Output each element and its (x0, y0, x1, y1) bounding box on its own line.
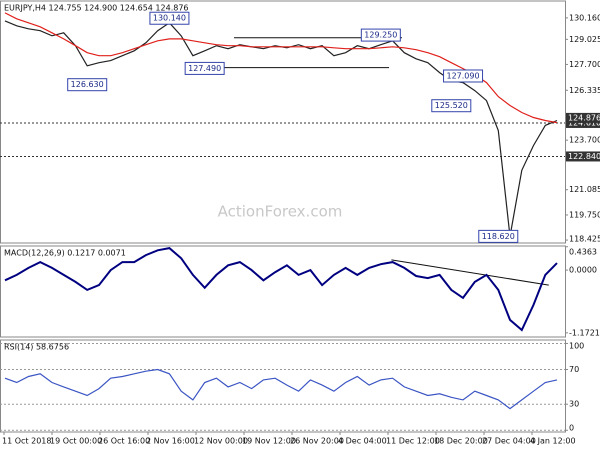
panel-title: MACD(12,26,9) 0.1217 0.0071 (4, 249, 126, 258)
y-tick-label: 0.4363 (569, 248, 597, 257)
panel-frame (0, 0, 566, 244)
annotation-label: 129.250 (364, 31, 397, 40)
y-tick-label: 126.335 (569, 86, 600, 95)
y-tick-label: 0.0000 (569, 266, 597, 275)
x-tick-label: 11 Oct 2018 (2, 437, 51, 446)
y-tick-label: 118.425 (569, 235, 600, 244)
annotation-box (184, 61, 225, 75)
x-tick-label: 27 Dec 04:00 (482, 437, 536, 446)
annotation-box (149, 11, 190, 25)
series-line (4, 368, 558, 410)
y-tick-label: 123.700 (569, 136, 600, 145)
annotation-box (443, 69, 484, 83)
annotation-label: 130.140 (153, 14, 186, 23)
annotation-label: 118.620 (482, 232, 515, 241)
watermark: ActionForex.com (218, 203, 343, 221)
x-tick-label: 18 Dec 20:00 (434, 437, 488, 446)
annotation-box (67, 78, 108, 92)
last-price-label: 124.876 (568, 113, 600, 122)
x-tick-label: 19 Oct 00:00 (50, 437, 102, 446)
last-price-box (566, 112, 600, 123)
y-tick-label: 119.750 (569, 210, 600, 219)
y-tick-label: 130.160 (569, 13, 600, 22)
annotation-box (478, 229, 519, 243)
x-tick-label: 4 Dec 04:00 (338, 437, 387, 446)
annotation-label: 127.090 (446, 71, 479, 80)
trend-line (391, 259, 549, 286)
level-label: 124.610 (568, 118, 600, 127)
level-label-box (566, 117, 600, 128)
y-tick-label: 0 (569, 424, 574, 433)
x-tick-label: 11 Dec 12:00 (386, 437, 440, 446)
y-tick-label: -1.1721 (569, 328, 600, 337)
x-tick-label: 26 Nov 20:00 (290, 437, 344, 446)
annotation-box (360, 28, 401, 42)
panel-frame (0, 339, 566, 433)
y-tick-label: 127.700 (569, 60, 600, 69)
x-tick-label: 26 Oct 16:00 (98, 437, 150, 446)
y-tick-label: 30 (569, 400, 579, 409)
annotation-label: 127.490 (188, 64, 221, 73)
x-tick-label: 12 Nov 00:00 (194, 437, 248, 446)
y-tick-label: 70 (569, 365, 579, 374)
y-tick-label: 129.025 (569, 35, 600, 44)
annotation-label: 126.630 (71, 80, 104, 89)
y-tick-label: 121.085 (569, 185, 600, 194)
annotation-label: 125.520 (435, 101, 468, 110)
level-label-box (566, 151, 600, 162)
level-label: 122.840 (568, 152, 600, 161)
panel-title: RSI(14) 58.6756 (4, 343, 69, 352)
panel-title: EURJPY,H4 124.755 124.900 124.654 124.87… (4, 4, 189, 13)
x-tick-label: 2 Nov 16:00 (146, 437, 195, 446)
series-line (4, 247, 558, 332)
x-tick-label: 19 Nov 12:00 (242, 437, 296, 446)
y-tick-label: 100 (569, 342, 584, 351)
annotation-box (431, 99, 472, 113)
x-tick-label: 4 Jan 12:00 (530, 437, 576, 446)
panel-frame (0, 245, 566, 338)
